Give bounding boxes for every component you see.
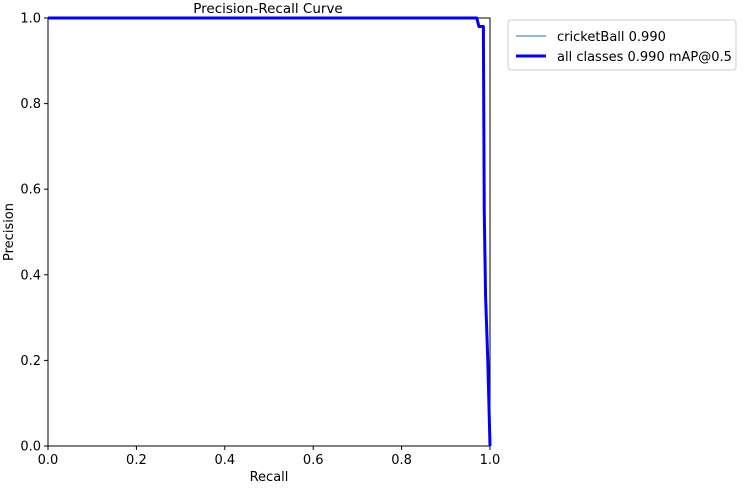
plot-area: 0.0 0.2 0.4 0.6 0.8 1.0 0.0 0.2 0.4 0.6 0.8 1.0	[20, 12, 500, 469]
x-tick-label: 0.2	[126, 453, 147, 468]
legend-box	[507, 19, 737, 71]
x-tick-label: 0.6	[303, 453, 324, 468]
y-tick-label: 0.8	[20, 97, 41, 112]
series-line-1	[48, 16, 492, 447]
legend-label: cricketBall 0.990	[557, 30, 666, 45]
legend: cricketBall 0.990 all classes 0.990 mAP@0…	[507, 19, 737, 71]
y-tick-label: 0.4	[20, 268, 41, 283]
x-axis: 0.0 0.2 0.4 0.6 0.8 1.0	[38, 446, 501, 468]
x-tick-label: 1.0	[480, 453, 501, 468]
y-axis: 0.0 0.2 0.4 0.6 0.8 1.0	[20, 12, 48, 455]
x-tick-label: 0.0	[38, 453, 59, 468]
y-axis-label: Precision	[2, 203, 17, 261]
legend-label: all classes 0.990 mAP@0.5	[557, 50, 732, 65]
y-tick-label: 1.0	[20, 12, 41, 27]
x-axis-label: Recall	[250, 470, 289, 485]
chart-title: Precision-Recall Curve	[193, 1, 343, 17]
x-tick-label: 0.8	[391, 453, 412, 468]
y-tick-label: 0.6	[20, 183, 41, 198]
series-lines	[48, 16, 492, 447]
x-tick-label: 0.4	[214, 453, 235, 468]
y-tick-label: 0.0	[20, 440, 41, 455]
y-tick-label: 0.2	[20, 354, 41, 369]
plot-frame	[47, 17, 491, 447]
